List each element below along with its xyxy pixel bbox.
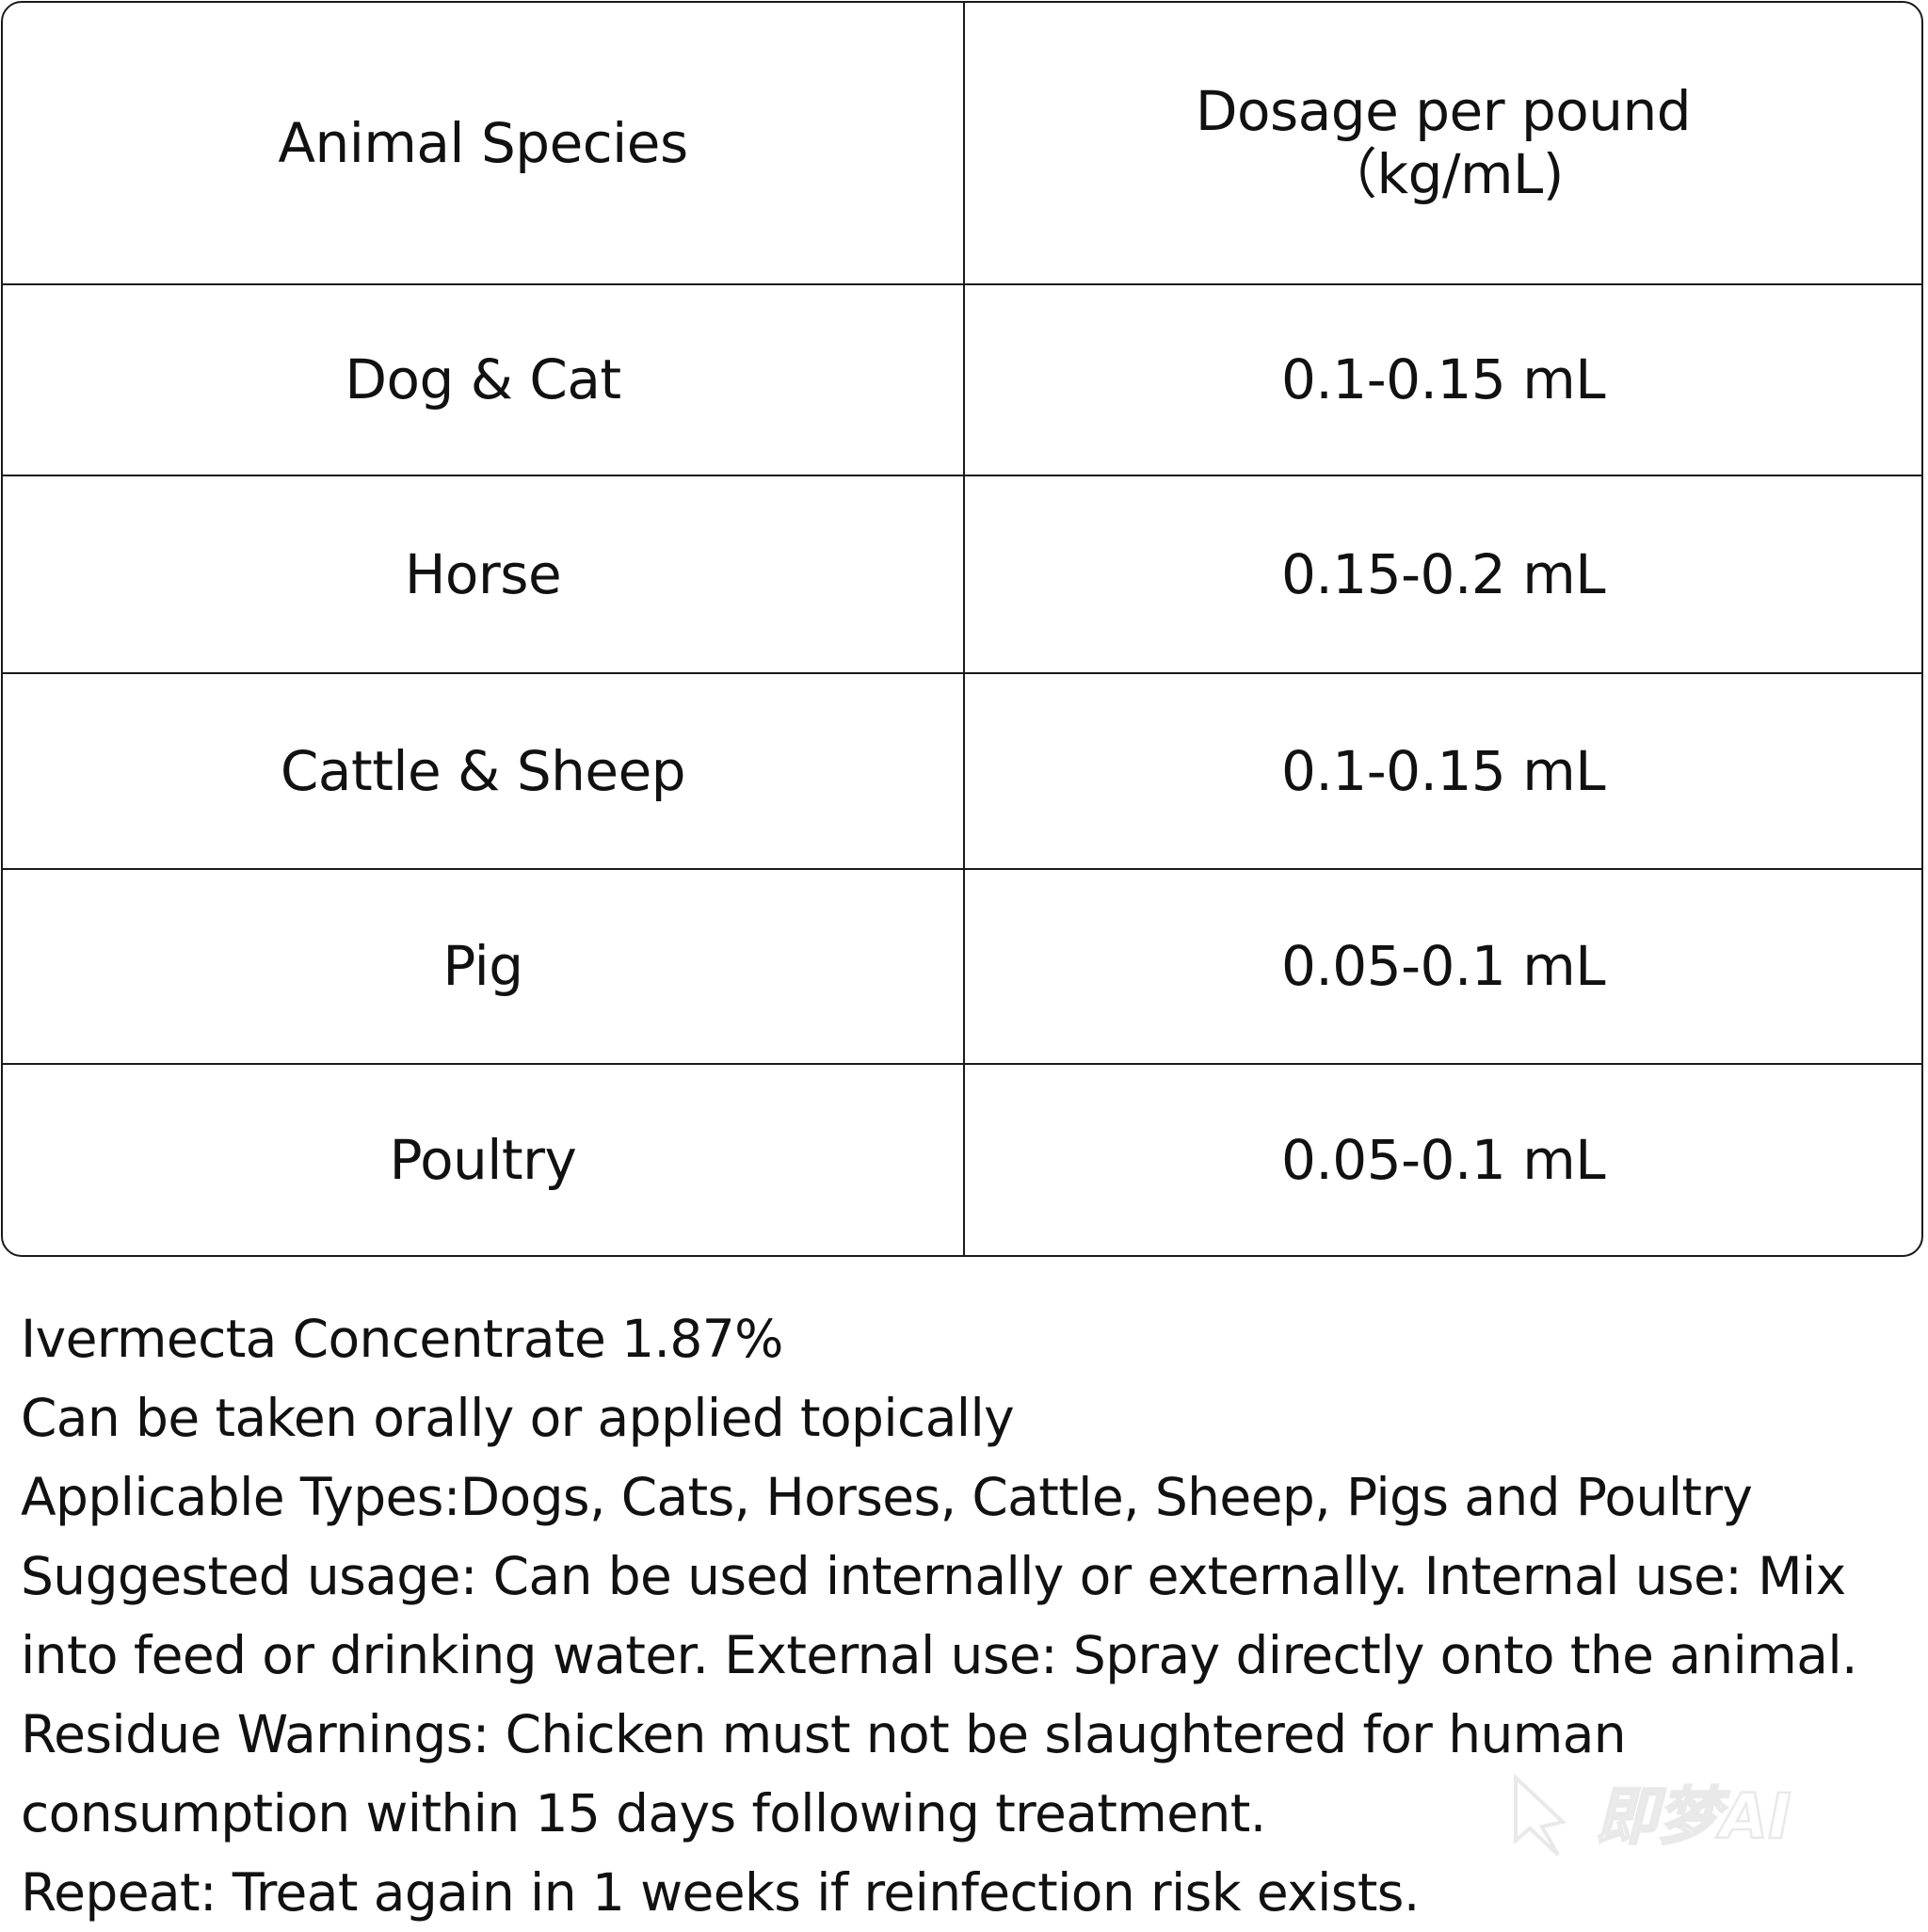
product-name: Ivermecta Concentrate 1.87% [21,1309,783,1369]
species-cell: Pig [442,934,523,999]
header-dosage: Dosage per pound （kg/mL) [965,3,1921,285]
table-row-species: Poultry [3,1065,965,1255]
header-dosage-unit: （kg/mL) [1323,142,1564,206]
table-row-dosage: 0.1-0.15 mL [965,285,1921,476]
species-cell: Poultry [389,1127,577,1192]
species-cell: Dog & Cat [345,347,621,412]
repeat-note: Repeat: Treat again in 1 weeks if reinfe… [21,1862,1420,1923]
species-cell: Horse [404,541,562,606]
suggested-usage: Suggested usage: Can be used internally … [21,1546,1857,1685]
product-notes: Ivermecta Concentrate 1.87% Can be taken… [21,1299,1913,1932]
header-dosage-label: Dosage per pound [1195,79,1692,144]
residue-warnings: Residue Warnings: Chicken must not be sl… [21,1704,1627,1843]
table-row-dosage: 0.15-0.2 mL [965,476,1921,674]
dosage-cell: 0.05-0.1 mL [1280,1127,1606,1192]
table-row-species: Cattle & Sheep [3,674,965,870]
dosage-cell: 0.15-0.2 mL [1280,541,1606,606]
applicable-types: Applicable Types:Dogs, Cats, Horses, Cat… [21,1467,1753,1527]
dosage-cell: 0.1-0.15 mL [1280,738,1606,803]
dosage-cell: 0.05-0.1 mL [1280,934,1606,999]
table-row-dosage: 0.05-0.1 mL [965,1065,1921,1255]
watermark-logo-icon: 即梦AI [1514,1773,1792,1857]
table-row-species: Dog & Cat [3,285,965,476]
species-cell: Cattle & Sheep [280,738,686,803]
table-row-species: Horse [3,476,965,674]
header-species-label: Animal Species [278,110,688,175]
table-row-species: Pig [3,870,965,1065]
watermark-text: 即梦AI [1596,1780,1791,1853]
table-row-dosage: 0.05-0.1 mL [965,870,1921,1065]
dosage-table: Animal Species Dosage per pound （kg/mL) … [1,1,1923,1257]
header-species: Animal Species [3,3,965,285]
dosage-cell: 0.1-0.15 mL [1280,347,1606,412]
table-row-dosage: 0.1-0.15 mL [965,674,1921,870]
administration-note: Can be taken orally or applied topically [21,1388,1015,1448]
